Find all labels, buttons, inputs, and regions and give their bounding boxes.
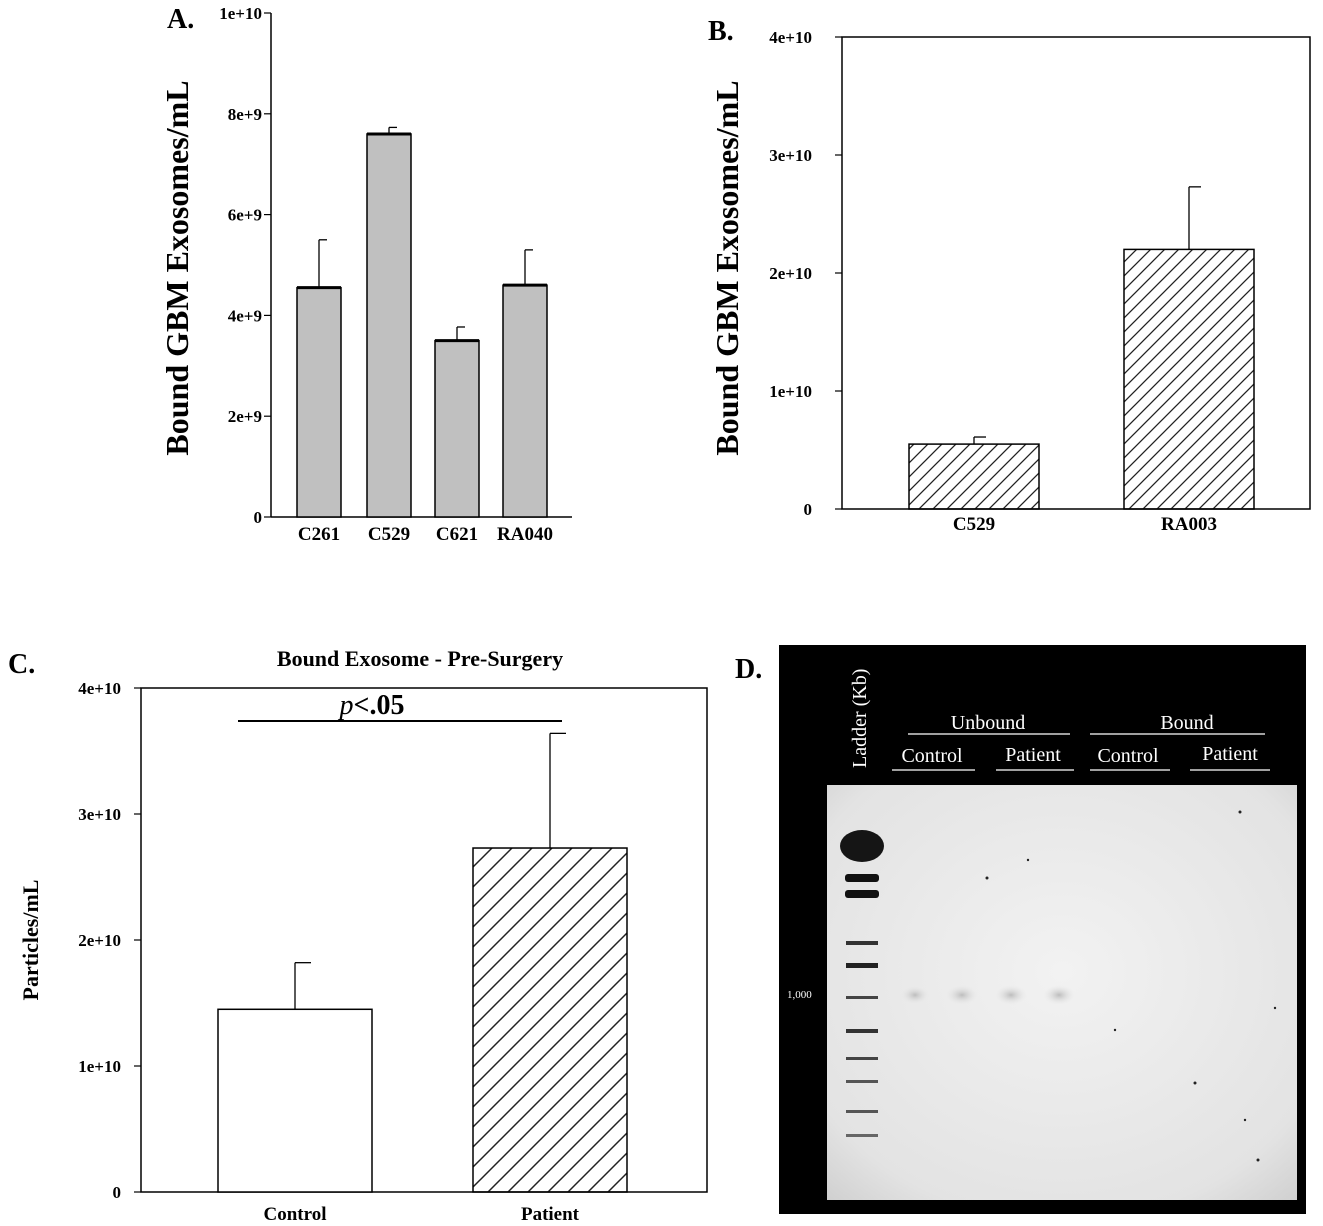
category-label: C621 [436,524,478,545]
ladder-label: Ladder (Kb) [849,669,871,768]
category-label: Control [264,1204,327,1225]
sample-band [901,986,929,1004]
ladder-band [846,1134,878,1137]
y-tick-label: 2e+10 [78,931,121,950]
ladder-band [846,1080,878,1083]
marker-label-1000: 1,000 [787,989,812,1001]
bar-ra040 [502,284,548,518]
speck [1113,1028,1117,1032]
speck [1026,858,1030,862]
panel-d: D. Ladder (Kb) Unbound Bound Control Pat… [735,645,1306,1214]
panel-a-ylabel: Bound GBM Exosomes/mL [159,80,195,455]
panel-a: A. Bound GBM Exosomes/mL 0 2e+9 4e+9 6e+9 8e… [159,4,572,545]
y-tick-label: 1e+10 [219,4,262,23]
lane-label-bound-control: Control [1097,745,1159,767]
y-tick-label: 0 [254,508,263,527]
ladder-band [846,1029,878,1033]
y-tick-label: 3e+10 [769,146,812,165]
speck [985,876,989,880]
y-tick-label: 2e+10 [769,264,812,283]
sample-band [995,985,1027,1005]
panel-c-ylabel: Particles/mL [18,880,43,1001]
panel-c: C. Bound Exosome - Pre-Surgery Particles… [8,646,708,1225]
ladder-band [846,1057,878,1060]
panel-a-plot: 0 2e+9 4e+9 6e+9 8e+9 1e+10 C261 C529 C621 RA040 [219,4,572,545]
bar-c529 [908,443,1040,510]
ladder-band [846,941,878,945]
group-label-unbound: Unbound [951,712,1025,734]
ladder-band [840,830,884,862]
panel-d-label: D. [735,654,762,685]
significance-value: <.05 [354,690,405,721]
sample-bands [901,985,1075,1005]
group-label-bound: Bound [1160,712,1213,734]
lane-label-unbound-control: Control [901,745,963,767]
category-label: RA040 [497,524,553,545]
panel-b-label: B. [708,16,734,47]
significance-label: p<.05 [338,690,405,721]
category-label: C529 [368,524,410,545]
y-tick-label: 2e+9 [228,407,262,426]
y-tick-label: 4e+10 [769,28,812,47]
panel-b-plot: 0 1e+10 2e+10 3e+10 4e+10 C529 RA003 [769,28,1311,535]
bar-control [217,1008,373,1193]
speck [1243,1118,1247,1122]
category-label: C261 [298,524,340,545]
ladder-band [846,1110,878,1113]
category-label: Patient [521,1204,580,1225]
ladder-band [845,874,879,882]
y-tick-label: 8e+9 [228,105,262,124]
bar-c261 [296,286,342,518]
sample-band [1043,985,1075,1005]
speck [1256,1158,1260,1162]
sample-band [946,985,978,1005]
category-label: C529 [953,514,995,535]
y-tick-label: 1e+10 [769,382,812,401]
y-tick-label: 0 [804,500,813,519]
speck [1193,1081,1197,1085]
y-tick-label: 0 [113,1183,122,1202]
panel-b-ylabel: Bound GBM Exosomes/mL [709,80,745,455]
panel-a-label: A. [167,4,194,35]
y-tick-label: 1e+10 [78,1057,121,1076]
bar-patient [472,847,628,1193]
y-tick-label: 6e+9 [228,206,262,225]
ladder-band [846,996,878,999]
bar-c621 [434,339,480,518]
category-label: RA003 [1161,514,1217,535]
speck [1273,1006,1277,1010]
panel-c-label: C. [8,649,35,680]
speck [1238,810,1242,814]
y-tick-label: 4e+10 [78,679,121,698]
significance-p: p [338,690,354,721]
ladder-band [846,963,878,968]
bar-c529 [366,133,412,518]
panel-b: B. Bound GBM Exosomes/mL 0 1e+10 2e+10 3e+1… [708,16,1311,535]
lane-label-unbound-patient: Patient [1005,744,1061,766]
lane-label-bound-patient: Patient [1202,743,1258,765]
ladder-band [845,890,879,898]
panel-c-plot: 0 1e+10 2e+10 3e+10 4e+10 Control Patient [78,679,708,1225]
y-tick-label: 3e+10 [78,805,121,824]
panel-c-title: Bound Exosome - Pre-Surgery [277,646,563,671]
bar-ra003 [1123,248,1255,510]
y-tick-label: 4e+9 [228,306,262,325]
gel-specks [985,810,1277,1162]
ladder-bands [840,830,884,1137]
